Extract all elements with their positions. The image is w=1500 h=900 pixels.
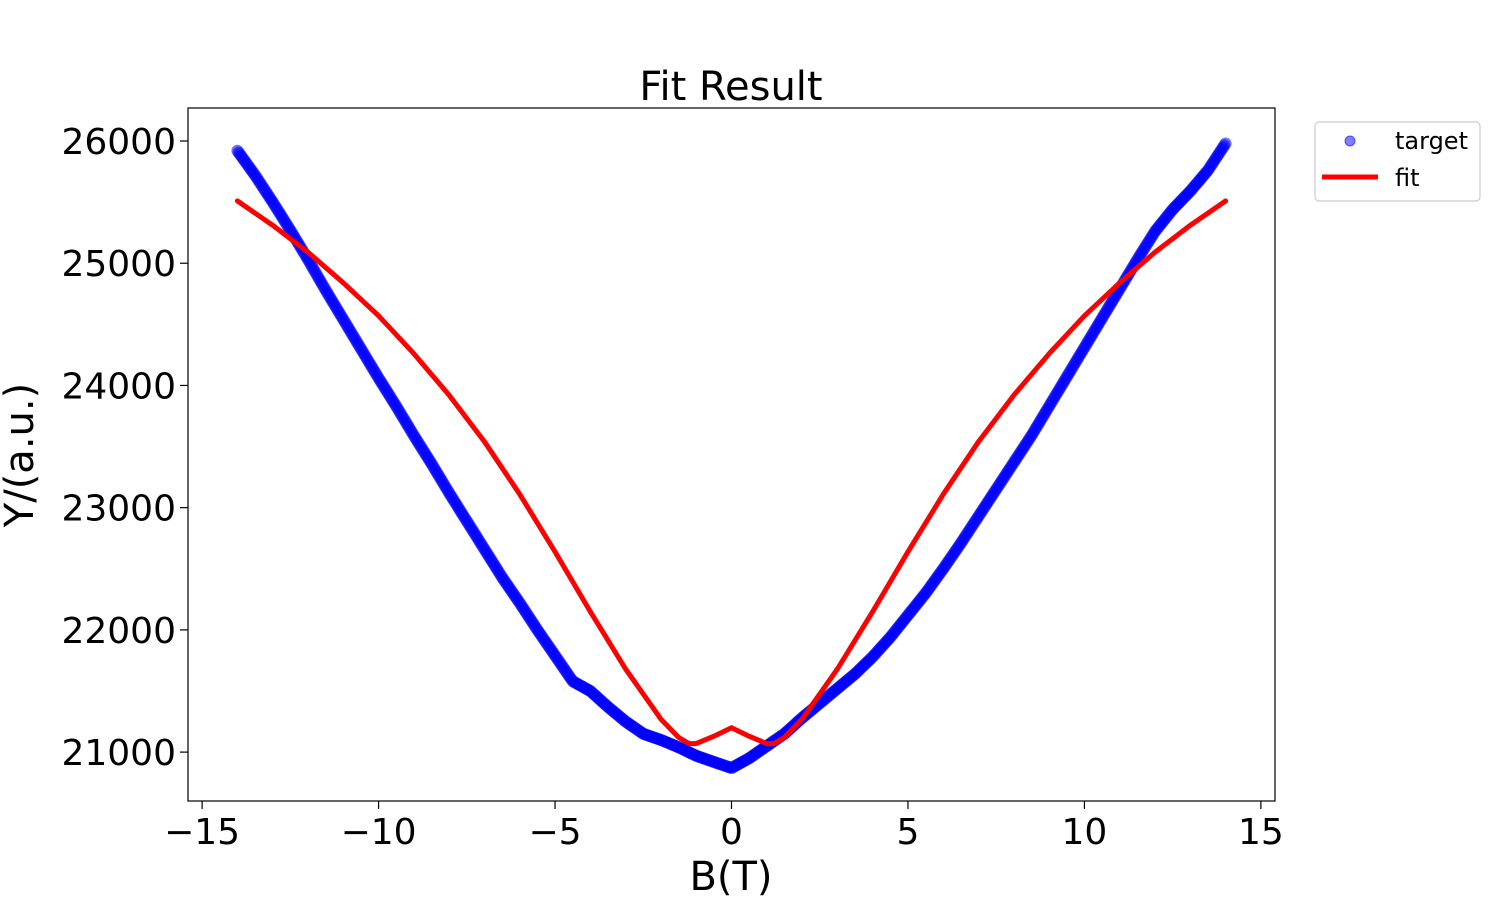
x-tick-label: −15 [164, 812, 240, 853]
legend-target-marker [1344, 135, 1356, 147]
plot-frame [187, 107, 1276, 802]
x-axis: −15 −10 −5 0 5 10 15 [164, 801, 1284, 853]
plot-marks [231, 137, 1232, 774]
y-tick-label: 25000 [61, 244, 176, 285]
y-axis-label: Y/(a.u.) [0, 383, 43, 528]
target-data-point [1219, 137, 1232, 150]
legend-target-label: target [1395, 127, 1468, 155]
x-axis-label: B(T) [689, 854, 772, 900]
legend-box [1314, 121, 1481, 202]
x-tick-label: 10 [1062, 812, 1108, 853]
series-target [231, 137, 1232, 774]
y-tick-label: 24000 [61, 366, 176, 407]
y-tick-label: 22000 [61, 611, 176, 652]
y-tick-label: 26000 [61, 122, 176, 163]
chart-title: Fit Result [639, 64, 822, 110]
y-axis: 21000 22000 23000 24000 25000 26000 [61, 122, 188, 774]
y-tick-label: 21000 [61, 733, 176, 774]
x-tick-label: 15 [1238, 812, 1284, 853]
x-tick-label: 0 [720, 812, 743, 853]
x-tick-label: −5 [528, 812, 581, 853]
legend: target fit [1314, 121, 1481, 202]
y-tick-label: 23000 [61, 489, 176, 530]
legend-fit-label: fit [1395, 164, 1420, 192]
x-tick-label: −10 [341, 812, 417, 853]
fit-line [234, 198, 1229, 747]
x-tick-label: 5 [897, 812, 920, 853]
